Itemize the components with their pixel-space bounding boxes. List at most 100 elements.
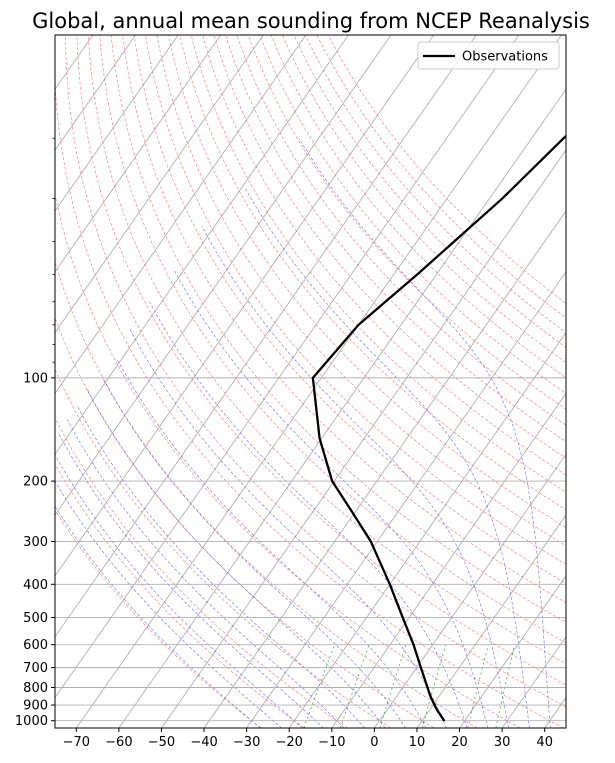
moist-adiabat-line	[76, 404, 365, 728]
isotherm-line	[246, 270, 566, 728]
x-tick-label: −10	[318, 735, 345, 750]
series-point	[370, 540, 372, 543]
moist-adiabat-line	[57, 432, 324, 728]
series-point	[412, 644, 415, 646]
isotherm-line	[374, 453, 566, 728]
isotherm-line	[587, 35, 615, 728]
legend-box	[417, 41, 560, 70]
dry-adiabat-line	[133, 35, 566, 584]
y-tick-label: 100	[23, 371, 48, 386]
dry-adiabat-line	[316, 35, 566, 319]
isotherm-line	[459, 575, 566, 728]
isotherm-line	[55, 35, 307, 395]
isotherm-line	[288, 331, 566, 728]
series-point	[563, 137, 565, 139]
x-tick-label: −60	[105, 735, 132, 750]
x-tick-label: 0	[370, 735, 378, 750]
x-tick-label: 10	[409, 735, 426, 750]
y-tick-label: 500	[23, 611, 48, 626]
series-point	[416, 274, 418, 276]
isotherm-line	[0, 35, 8, 728]
moist-adiabat-line	[102, 377, 406, 728]
series-point	[429, 695, 432, 698]
x-tick-label: −40	[190, 735, 217, 750]
x-tick-label: −50	[148, 735, 175, 750]
isotherm-line	[55, 35, 435, 577]
isotherm-line	[544, 696, 566, 728]
moist-adiabat-line	[201, 225, 509, 728]
chart-title: Global, annual mean sounding from NCEP R…	[32, 9, 590, 33]
mixing-ratio-line	[421, 644, 447, 728]
y-tick-label: 800	[23, 681, 48, 696]
moist-adiabat-line	[55, 480, 282, 728]
axes: −70 −60 −50 −40 −30 −20 −10 0 10 20 30 40 100 200 300 4…	[15, 137, 553, 750]
dry-adiabat-line	[55, 317, 435, 728]
background-lines	[0, 35, 615, 728]
dry-adiabat-line	[202, 35, 566, 476]
isotherm-line	[416, 514, 566, 728]
x-tick-label: 30	[494, 735, 511, 750]
dry-adiabat-line	[236, 35, 566, 426]
dry-adiabat-line	[259, 35, 566, 394]
x-tick-label: 20	[451, 735, 468, 750]
series-point	[443, 720, 445, 722]
series-layer	[311, 134, 566, 722]
dry-adiabat-line	[213, 35, 566, 459]
plot-frame	[54, 34, 567, 729]
isobar-gridlines	[55, 377, 566, 722]
dry-adiabat-line	[99, 35, 566, 644]
y-tick-label: 700	[23, 661, 48, 676]
mixing-ratio-line	[467, 644, 489, 728]
x-tick-label: −20	[275, 735, 302, 750]
isotherm-line	[55, 35, 477, 638]
isotherm-line	[331, 392, 566, 728]
legend-label-observations: Observations	[462, 50, 548, 65]
y-tick-label: 400	[23, 578, 48, 593]
y-tick-label: 600	[23, 638, 48, 653]
dry-adiabat-line	[293, 35, 566, 348]
dry-adiabat-line	[282, 35, 566, 363]
isotherm-line	[203, 210, 566, 728]
isotherm-line	[55, 35, 264, 334]
isotherm-line	[118, 88, 566, 728]
y-tick-label: 900	[23, 699, 48, 714]
series-point	[318, 437, 321, 439]
isotherm-line	[501, 635, 566, 728]
series-point	[331, 480, 333, 482]
series-point	[312, 377, 314, 379]
isotherm-line	[55, 35, 179, 212]
dry-adiabat-line	[168, 35, 566, 528]
legend: Observations	[417, 41, 560, 70]
dry-adiabat-line	[270, 35, 566, 379]
dry-adiabat-line	[225, 35, 566, 442]
x-tick-label: −70	[63, 735, 90, 750]
dry-adiabat-line	[145, 35, 566, 565]
dry-adiabat-line	[55, 368, 391, 728]
y-tick-label: 200	[23, 475, 48, 490]
mixing-ratio-line	[340, 644, 370, 728]
dry-adiabat-line	[65, 35, 566, 708]
dry-adiabat-line	[122, 35, 566, 604]
dry-adiabat-line	[190, 35, 566, 493]
moist-adiabat-line	[173, 268, 489, 728]
dry-adiabat-line	[55, 509, 262, 728]
moist-adiabat-line	[149, 301, 468, 728]
isotherm-line	[161, 149, 566, 728]
series-point	[357, 324, 360, 326]
moist-adiabat-line	[298, 138, 551, 728]
isotherm-line	[55, 35, 136, 151]
dry-adiabat-line	[156, 35, 566, 547]
y-tick-label: 300	[23, 535, 48, 550]
isotherm-line	[55, 35, 222, 273]
isotherm-line	[55, 35, 520, 699]
x-tick-label: 40	[536, 735, 553, 750]
series-point	[402, 616, 404, 619]
series-point	[389, 583, 391, 585]
isotherm-line	[55, 35, 392, 516]
series-point	[353, 513, 355, 515]
mixing-ratio-line	[495, 644, 515, 728]
dry-adiabat-line	[76, 35, 566, 686]
isotherm-line	[55, 35, 349, 456]
